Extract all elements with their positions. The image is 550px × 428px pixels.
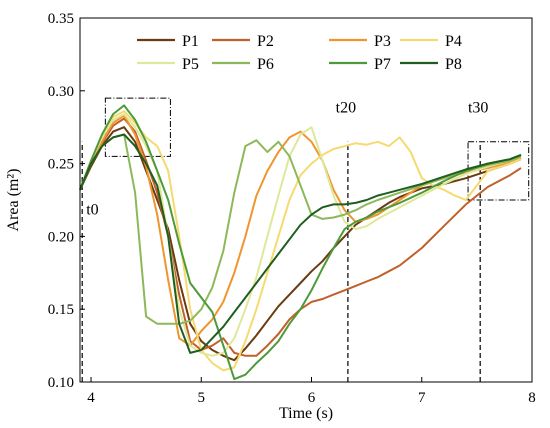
legend-label-P7: P7 (374, 56, 391, 73)
annotation-t20: t20 (336, 100, 356, 117)
x-tick-label-8: 8 (528, 390, 536, 406)
x-tick-label-5: 5 (198, 390, 206, 406)
x-tick-label-4: 4 (87, 390, 95, 406)
x-tick-label-6: 6 (308, 390, 316, 406)
y-tick-label-2: 0.20 (48, 229, 74, 245)
y-tick-label-0: 0.10 (48, 375, 74, 391)
legend: P1 P2 P3 P4 P5 P6 P7 P8 (137, 33, 462, 73)
series-line-P5 (79, 113, 522, 357)
legend-label-P5: P5 (182, 56, 199, 73)
series-line-P3 (79, 114, 522, 347)
plot-frame (79, 17, 533, 383)
y-tick-label-5: 0.35 (48, 11, 74, 27)
legend-label-P1: P1 (182, 33, 199, 50)
series-line-P2 (79, 117, 522, 357)
x-axis-label: Time (s) (279, 405, 333, 422)
x-tick-label-7: 7 (418, 390, 426, 406)
legend-label-P6: P6 (257, 56, 274, 73)
y-tick-label-4: 0.30 (48, 84, 74, 100)
annotation-t30: t30 (468, 100, 488, 117)
y-tick-label-1: 0.15 (48, 302, 74, 318)
series-line-P7 (79, 104, 522, 381)
annotation-t0: t0 (86, 202, 98, 219)
series-line-P6 (79, 133, 522, 325)
series-line-P8 (79, 133, 522, 354)
legend-label-P4: P4 (445, 33, 462, 50)
highlight-box-1 (467, 141, 530, 201)
legend-label-P3: P3 (374, 33, 391, 50)
series-line-P4 (79, 110, 522, 372)
axes: 4 5 6 7 8 0.10 0.15 0.20 0.25 0.30 0.35 (48, 11, 536, 406)
y-axis-label: Area (m²) (5, 169, 22, 232)
series-layer (79, 104, 522, 381)
legend-label-P2: P2 (257, 33, 274, 50)
y-tick-label-3: 0.25 (48, 157, 74, 173)
legend-label-P8: P8 (445, 56, 462, 73)
